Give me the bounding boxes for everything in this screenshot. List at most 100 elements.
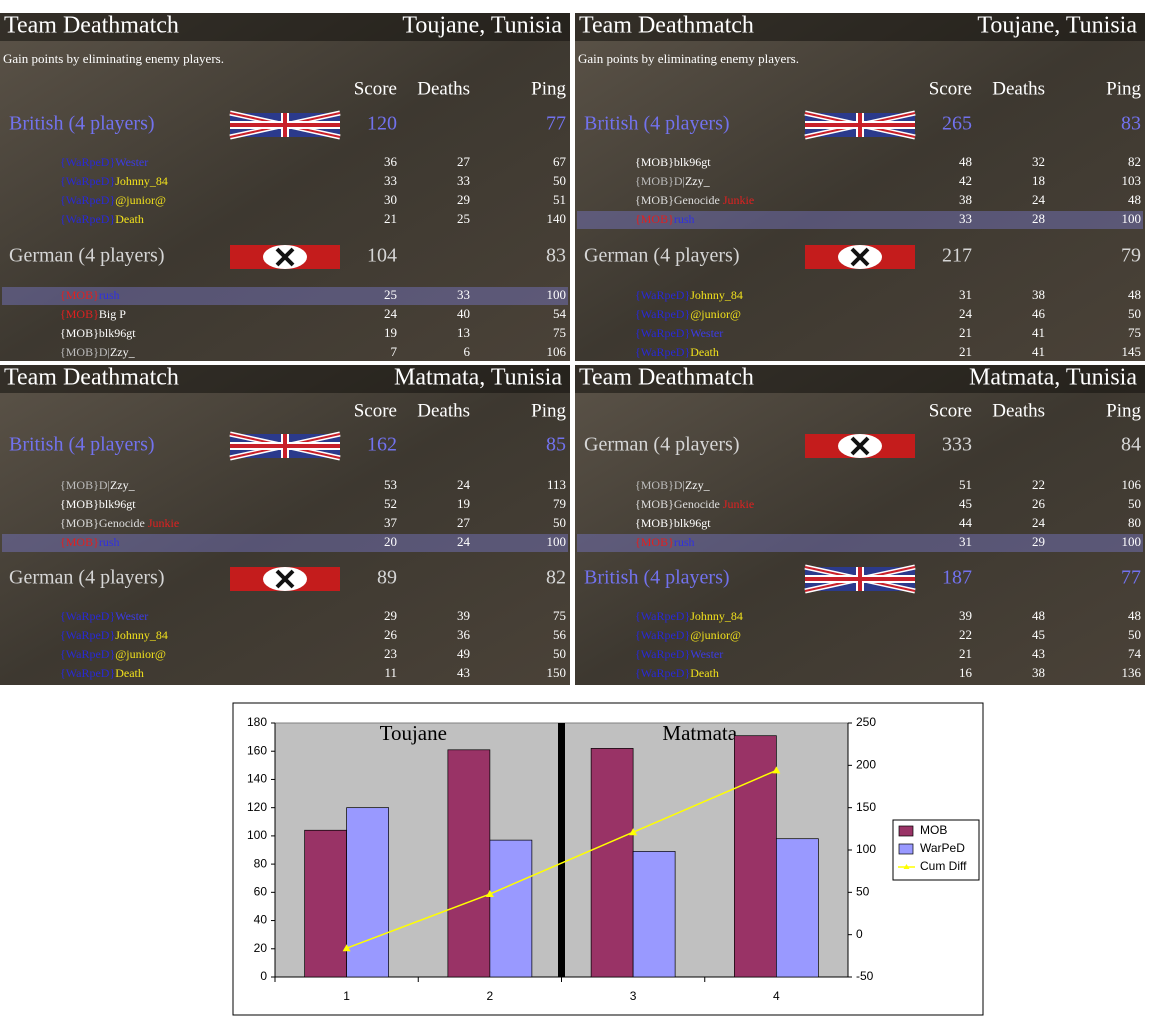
name-part: {MOB}Genocide: [635, 497, 723, 511]
player-score: 24: [959, 306, 973, 321]
player-score: 30: [384, 192, 397, 207]
team-ping: 84: [1121, 434, 1141, 456]
name-part: Death: [115, 212, 144, 226]
name-part: {MOB}Genocide: [635, 193, 723, 207]
player-score: 52: [384, 496, 397, 511]
flag-cross-red: [230, 434, 340, 458]
name-part: {WaRpeD}: [635, 628, 690, 642]
column-header: Score: [354, 400, 397, 421]
player-name: {MOB}Genocide Junkie: [635, 497, 754, 511]
player-ping: 79: [553, 496, 566, 511]
player-ping: 100: [1122, 534, 1142, 549]
name-part: Junkie: [723, 193, 754, 207]
bar: [632, 851, 676, 978]
player-score: 11: [384, 665, 397, 680]
name-part: Junkie: [723, 497, 754, 511]
map-name: Matmata, Tunisia: [969, 365, 1137, 391]
player-ping: 48: [1128, 287, 1141, 302]
player-deaths: 39: [457, 608, 470, 623]
player-score: 22: [959, 627, 972, 642]
column-header: Ping: [531, 400, 566, 421]
line-marker: [485, 890, 494, 898]
player-name: {WaRpeD}Death: [60, 666, 144, 680]
flag-cross-red: [230, 113, 340, 137]
name-part: {WaRpeD}: [60, 609, 115, 623]
scoreboard-panel: Team Deathmatch Toujane, Tunisia Gain poin…: [0, 13, 570, 361]
map-name: Toujane, Tunisia: [402, 13, 562, 39]
highlight-row: [2, 534, 568, 552]
player-name: {WaRpeD}@junior@: [635, 307, 741, 321]
x-tick-label: 2: [487, 989, 494, 1003]
player-name: {WaRpeD}Johnny_84: [60, 628, 168, 642]
player-name: {MOB}rush: [60, 288, 120, 302]
player-ping: 50: [1128, 627, 1141, 642]
name-part: Johnny_84: [115, 174, 168, 188]
panel-title: Team Deathmatch: [4, 13, 179, 39]
player-name: {WaRpeD}Death: [635, 666, 719, 680]
team-score: 120: [367, 113, 397, 135]
team-name: German (4 players): [584, 434, 740, 456]
name-part: {WaRpeD}: [635, 345, 690, 359]
player-score: 39: [959, 608, 972, 623]
bar: [304, 829, 347, 978]
chart: 0 20 40 60 80 100 120 140 160 180 -50 0 50 100 150 200 2…: [232, 702, 984, 1016]
player-name: {WaRpeD}Johnny_84: [635, 609, 743, 623]
y-tick-label: 80: [254, 856, 268, 870]
legend-marker: [903, 864, 910, 869]
name-part: {WaRpeD}: [635, 609, 690, 623]
player-score: 24: [384, 306, 398, 321]
legend-label: MOB: [920, 823, 947, 837]
player-ping: 75: [553, 325, 566, 340]
name-part: rush: [674, 535, 695, 549]
team-ping: 85: [546, 434, 566, 456]
team-score: 333: [942, 434, 972, 456]
player-name: {WaRpeD}Johnny_84: [635, 288, 743, 302]
player-deaths: 24: [457, 477, 471, 492]
name-part: blk96gt: [674, 155, 711, 169]
flag-emblem: [850, 436, 870, 456]
player-name: {WaRpeD}Wester: [60, 609, 148, 623]
name-part: {MOB}: [60, 535, 99, 549]
column-header: Deaths: [992, 78, 1045, 99]
team-name: British (4 players): [9, 434, 155, 456]
name-part: rush: [99, 288, 120, 302]
team-score: 89: [377, 567, 397, 589]
column-header: Score: [929, 78, 972, 99]
y-tick-label: 160: [247, 743, 267, 757]
column-header: Score: [354, 78, 397, 99]
map-name: Toujane, Tunisia: [977, 13, 1137, 39]
player-score: 20: [384, 534, 397, 549]
legend-swatch: [898, 843, 914, 855]
team-ping: 79: [1121, 245, 1141, 267]
player-name: {MOB}rush: [635, 212, 695, 226]
player-score: 23: [384, 646, 397, 661]
player-score: 48: [959, 154, 972, 169]
player-score: 45: [959, 496, 972, 511]
name-part: {MOB}Genocide: [60, 516, 148, 530]
y-tick-label: 180: [247, 715, 267, 729]
flag-cross-red: [805, 113, 915, 137]
player-deaths: 43: [1032, 646, 1045, 661]
player-ping: 113: [547, 477, 566, 492]
player-deaths: 32: [1032, 154, 1045, 169]
name-part: blk96gt: [99, 326, 136, 340]
bar: [734, 735, 777, 978]
player-name: {WaRpeD}Wester: [635, 326, 723, 340]
subtitle: Gain points by eliminating enemy players…: [3, 51, 224, 66]
flag-emblem: [275, 569, 295, 589]
y2-tick-label: 200: [856, 758, 876, 772]
bar: [590, 748, 634, 978]
panel-title: Team Deathmatch: [4, 365, 179, 391]
panel-title: Team Deathmatch: [579, 13, 754, 39]
player-name: {MOB}blk96gt: [60, 497, 136, 511]
player-ping: 103: [1122, 173, 1142, 188]
flag-cross-red: [805, 567, 915, 591]
panel-title: Team Deathmatch: [579, 365, 754, 391]
name-part: {MOB}: [635, 212, 674, 226]
player-deaths: 25: [457, 211, 470, 226]
name-part: {MOB}: [60, 497, 99, 511]
name-part: {MOB}: [635, 535, 674, 549]
player-score: 42: [959, 173, 972, 188]
player-deaths: 26: [1032, 496, 1046, 511]
name-part: Wester: [115, 609, 148, 623]
